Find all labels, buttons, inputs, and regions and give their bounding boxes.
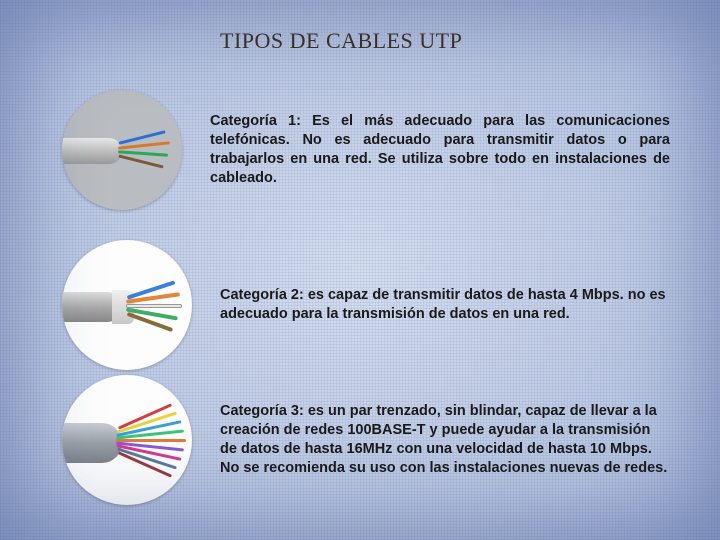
category-1-text: Categoría 1: Es el más adecuado para las… bbox=[210, 112, 670, 189]
page-title: TIPOS DE CABLES UTP bbox=[220, 28, 462, 54]
cable-cat2-icon bbox=[62, 240, 192, 370]
category-row-2: Categoría 2: es capaz de transmitir dato… bbox=[62, 240, 670, 370]
category-row-1: Categoría 1: Es el más adecuado para las… bbox=[62, 90, 670, 210]
category-3-text: Categoría 3: es un par trenzado, sin bli… bbox=[220, 402, 670, 479]
cable-cat3-icon bbox=[62, 375, 192, 505]
category-2-text: Categoría 2: es capaz de transmitir dato… bbox=[220, 286, 670, 324]
cable-cat1-icon bbox=[62, 90, 182, 210]
category-row-3: Categoría 3: es un par trenzado, sin bli… bbox=[62, 375, 670, 505]
